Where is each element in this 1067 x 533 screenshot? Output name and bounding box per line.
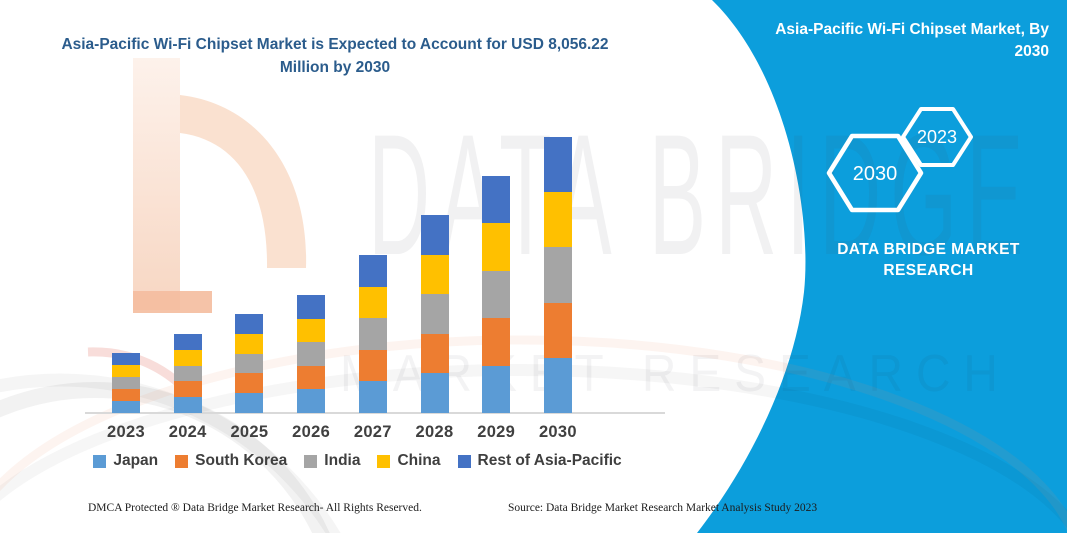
- x-axis-label: 2023: [107, 423, 145, 441]
- bar-segment-india: [482, 270, 511, 319]
- legend-label: China: [397, 452, 441, 469]
- x-axis-label: 2025: [230, 423, 269, 441]
- legend-swatch: [175, 454, 189, 468]
- stacked-bar-2030: [543, 137, 572, 413]
- legend-swatch: [377, 454, 391, 468]
- bar-segment-india: [543, 247, 572, 303]
- bar-segment-japan: [358, 381, 387, 413]
- x-axis-label: 2026: [292, 423, 331, 441]
- legend-item-china: China: [377, 452, 441, 470]
- x-axis-label: 2027: [353, 423, 392, 441]
- legend-item-india: India: [304, 452, 360, 470]
- legend-label: Rest of Asia-Pacific: [477, 452, 622, 469]
- bar-segment-south-korea: [420, 333, 449, 374]
- bar-segment-japan: [420, 373, 449, 413]
- legend-swatch: [304, 454, 318, 468]
- panel-title-line1: Asia-Pacific Wi-Fi Chipset Market, By: [775, 21, 1049, 38]
- stacked-bar-2026: [297, 294, 326, 413]
- stacked-bar-2023: [112, 353, 140, 413]
- chart-title: Asia-Pacific Wi-Fi Chipset Market is Exp…: [25, 33, 645, 79]
- stacked-bar-2027: [358, 255, 387, 413]
- panel-title-line2: 2030: [1014, 43, 1049, 60]
- x-axis-label: 2029: [477, 423, 516, 441]
- bar-segment-south-korea: [173, 381, 202, 398]
- legend-label: India: [324, 452, 361, 469]
- bar-segment-india: [358, 318, 387, 350]
- bar-segment-south-korea: [543, 302, 572, 358]
- bar-segment-india: [297, 342, 326, 366]
- bar-segment-rest-of-asia-pacific: [112, 353, 140, 366]
- bar-segment-india: [420, 294, 449, 334]
- bar-segment-japan: [543, 357, 572, 413]
- bar-segment-rest-of-asia-pacific: [420, 214, 449, 255]
- bar-segment-india: [173, 365, 202, 382]
- bar-segment-china: [482, 223, 511, 271]
- bar-segment-south-korea: [482, 318, 511, 366]
- bar-segment-china: [297, 318, 326, 343]
- bar-segment-india: [235, 353, 264, 374]
- stacked-bar-2028: [420, 214, 449, 413]
- bar-segment-china: [420, 254, 449, 295]
- bar-segment-rest-of-asia-pacific: [543, 137, 572, 193]
- panel-title: Asia-Pacific Wi-Fi Chipset Market, By 20…: [719, 19, 1049, 63]
- bar-segment-rest-of-asia-pacific: [482, 175, 511, 224]
- chart-title-line2: Million by 2030: [279, 59, 391, 76]
- legend-label: South Korea: [195, 452, 288, 469]
- x-axis-label: 2028: [415, 423, 454, 441]
- stacked-bar-2025: [235, 313, 264, 413]
- stacked-bar-2029: [482, 175, 511, 413]
- bar-segment-south-korea: [235, 373, 264, 394]
- stacked-bar-2024: [173, 334, 202, 413]
- chart-title-line1: Asia-Pacific Wi-Fi Chipset Market is Exp…: [61, 36, 609, 53]
- legend-swatch: [93, 454, 107, 468]
- bar-segment-china: [235, 333, 264, 354]
- bar-segment-rest-of-asia-pacific: [297, 294, 326, 319]
- legend-label: Japan: [113, 452, 159, 469]
- bar-segment-china: [173, 349, 202, 366]
- bar-segment-japan: [482, 365, 511, 413]
- bar-segment-rest-of-asia-pacific: [358, 255, 387, 287]
- bar-segment-india: [112, 377, 140, 389]
- legend: Japan South Korea India China Rest of Asia-P…: [30, 452, 685, 470]
- bar-segment-japan: [112, 400, 140, 413]
- legend-item-south-korea: South Korea: [175, 452, 287, 470]
- brand-text: DATA BRIDGE MARKET RESEARCH: [837, 241, 1020, 279]
- legend-swatch: [457, 454, 471, 468]
- bar-segment-south-korea: [112, 388, 140, 401]
- x-axis-label: 2024: [168, 423, 207, 441]
- x-axis-label: 2030: [538, 423, 577, 441]
- bar-segment-japan: [173, 397, 202, 413]
- bar-segment-japan: [297, 389, 326, 413]
- bar-segment-japan: [235, 393, 264, 413]
- bar-segment-south-korea: [297, 365, 326, 390]
- source-text: Source: Data Bridge Market Research Mark…: [508, 502, 818, 514]
- bar-segment-china: [358, 286, 387, 319]
- legend-item-rest-of-asia-pacific: Rest of Asia-Pacific: [457, 452, 622, 470]
- footer: DMCA Protected ® Data Bridge Market Rese…: [0, 502, 1067, 522]
- bar-segment-china: [112, 365, 140, 377]
- bar-segment-rest-of-asia-pacific: [235, 313, 264, 334]
- bar-segment-china: [543, 192, 572, 248]
- dmca-text: DMCA Protected ® Data Bridge Market Rese…: [88, 502, 422, 514]
- bar-segment-south-korea: [358, 349, 387, 382]
- bar-segment-rest-of-asia-pacific: [173, 334, 202, 350]
- legend-item-japan: Japan: [93, 452, 158, 470]
